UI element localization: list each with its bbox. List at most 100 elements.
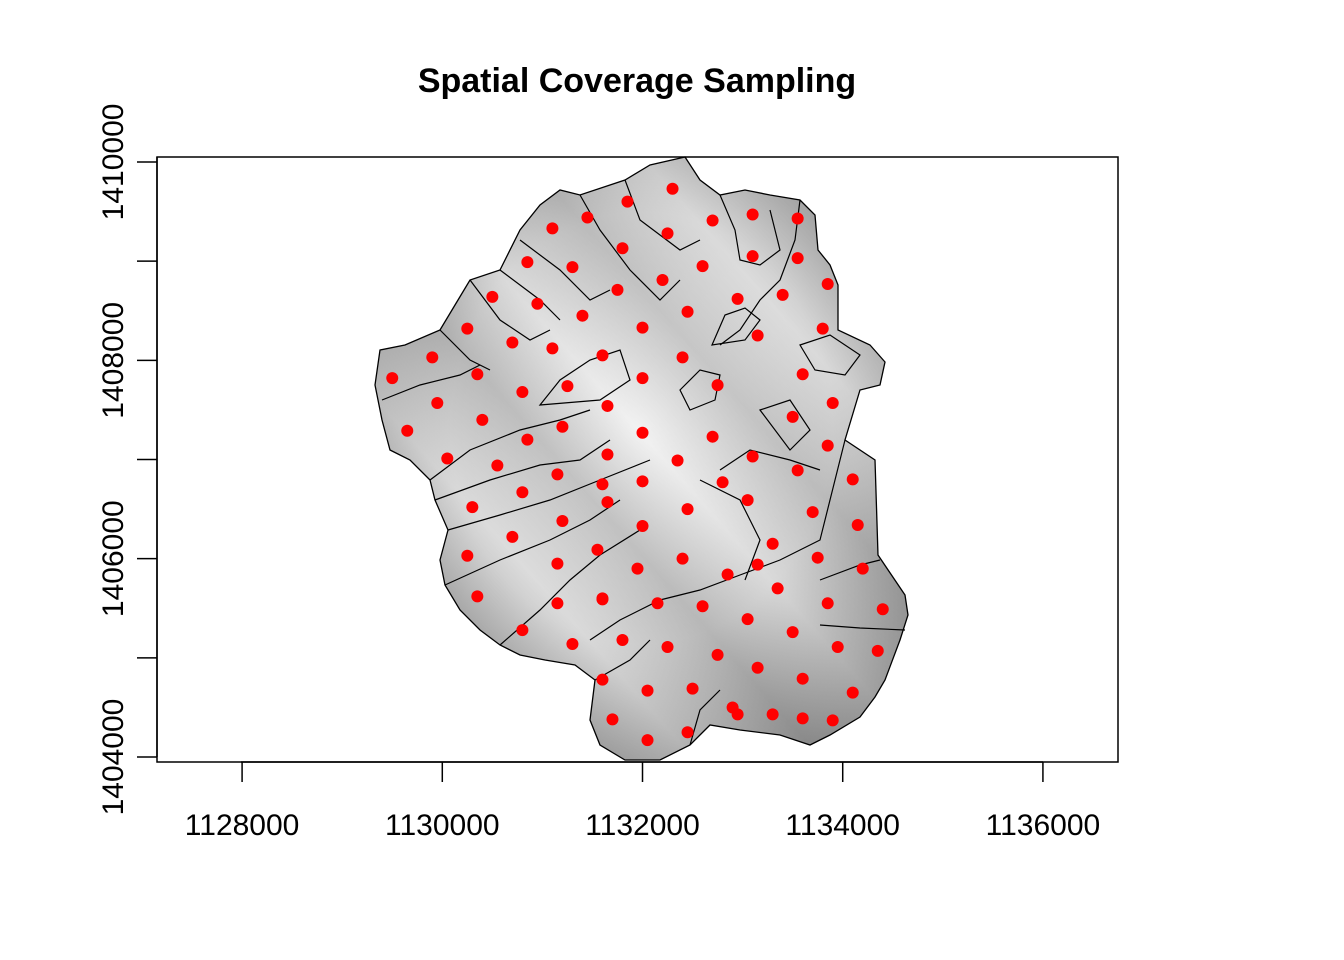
sample-point xyxy=(521,433,534,446)
sample-point xyxy=(546,222,559,235)
x-tick-label: 1134000 xyxy=(785,809,900,842)
sample-point xyxy=(826,714,839,727)
sample-point xyxy=(816,322,829,335)
sample-point xyxy=(681,726,694,739)
sample-point xyxy=(521,256,534,269)
x-tick-label: 1132000 xyxy=(585,809,700,842)
sample-point xyxy=(486,290,499,303)
sample-point xyxy=(506,530,519,543)
sample-point xyxy=(566,261,579,274)
sample-point xyxy=(516,624,529,637)
sample-point xyxy=(741,613,754,626)
sample-point xyxy=(636,426,649,439)
sample-point xyxy=(651,597,664,610)
sample-point xyxy=(821,277,834,290)
sample-point xyxy=(826,396,839,409)
sample-point xyxy=(806,506,819,519)
sample-point xyxy=(671,454,684,467)
sample-point xyxy=(461,549,474,562)
sample-point xyxy=(711,379,724,392)
sample-point xyxy=(636,475,649,488)
sample-point xyxy=(846,473,859,486)
subcatchment-boundaries xyxy=(381,179,906,746)
sample-point xyxy=(636,519,649,532)
sample-point xyxy=(566,637,579,650)
sample-point xyxy=(616,242,629,255)
sample-point xyxy=(641,734,654,747)
ridge-shading xyxy=(375,157,908,760)
sample-point xyxy=(796,712,809,725)
sample-point xyxy=(711,648,724,661)
sample-point xyxy=(811,551,824,564)
sample-point xyxy=(751,329,764,342)
sample-point xyxy=(636,372,649,385)
sample-point xyxy=(776,288,789,301)
sample-point xyxy=(786,410,799,423)
sample-point xyxy=(431,396,444,409)
sample-point xyxy=(561,380,574,393)
sample-point xyxy=(731,708,744,721)
sample-point xyxy=(556,420,569,433)
sample-point xyxy=(796,672,809,685)
sample-point xyxy=(516,486,529,499)
y-tick-label: 1404000 xyxy=(97,699,130,816)
sample-point xyxy=(606,713,619,726)
sample-point xyxy=(771,582,784,595)
sample-point xyxy=(846,686,859,699)
sample-point xyxy=(696,600,709,613)
sample-point xyxy=(686,682,699,695)
sample-point xyxy=(746,250,759,263)
sample-point xyxy=(426,351,439,364)
sample-points xyxy=(386,182,889,747)
sample-point xyxy=(791,464,804,477)
sample-point xyxy=(401,424,414,437)
sample-point xyxy=(596,478,609,491)
sample-point xyxy=(661,227,674,240)
hillshade-basin xyxy=(374,156,909,761)
sample-point xyxy=(706,430,719,443)
sample-point xyxy=(731,292,744,305)
sample-point xyxy=(441,452,454,465)
sample-point xyxy=(621,195,634,208)
sample-point xyxy=(596,673,609,686)
sample-point xyxy=(656,273,669,286)
sample-point xyxy=(551,597,564,610)
sample-point xyxy=(676,351,689,364)
sample-point xyxy=(461,322,474,335)
sample-point xyxy=(856,562,869,575)
sample-point xyxy=(791,252,804,265)
sample-point xyxy=(851,518,864,531)
y-tick-label: 1406000 xyxy=(97,500,130,617)
sample-point xyxy=(751,661,764,674)
sample-point xyxy=(796,368,809,381)
sample-point xyxy=(716,476,729,489)
sample-point xyxy=(721,568,734,581)
sample-point xyxy=(516,386,529,399)
sample-point xyxy=(386,372,399,385)
sample-point xyxy=(551,557,564,570)
sample-point xyxy=(491,459,504,472)
sample-point xyxy=(821,439,834,452)
sample-point xyxy=(476,413,489,426)
sample-point xyxy=(506,336,519,349)
sample-point xyxy=(751,558,764,571)
sample-point xyxy=(631,562,644,575)
sample-point xyxy=(611,283,624,296)
y-tick-label: 1408000 xyxy=(97,302,130,419)
sample-point xyxy=(681,503,694,516)
sample-point xyxy=(576,309,589,322)
sample-point xyxy=(666,182,679,195)
sample-point xyxy=(556,514,569,527)
sample-point xyxy=(466,501,479,514)
sample-point xyxy=(531,297,544,310)
sample-point xyxy=(471,590,484,603)
x-tick-label: 1130000 xyxy=(385,809,500,842)
sample-point xyxy=(746,450,759,463)
sample-point xyxy=(596,593,609,606)
sample-point xyxy=(876,603,889,616)
sample-point xyxy=(746,208,759,221)
sample-point xyxy=(471,368,484,381)
sample-point xyxy=(766,708,779,721)
y-axis: 1404000 1406000 1408000 1410000 xyxy=(97,104,158,816)
